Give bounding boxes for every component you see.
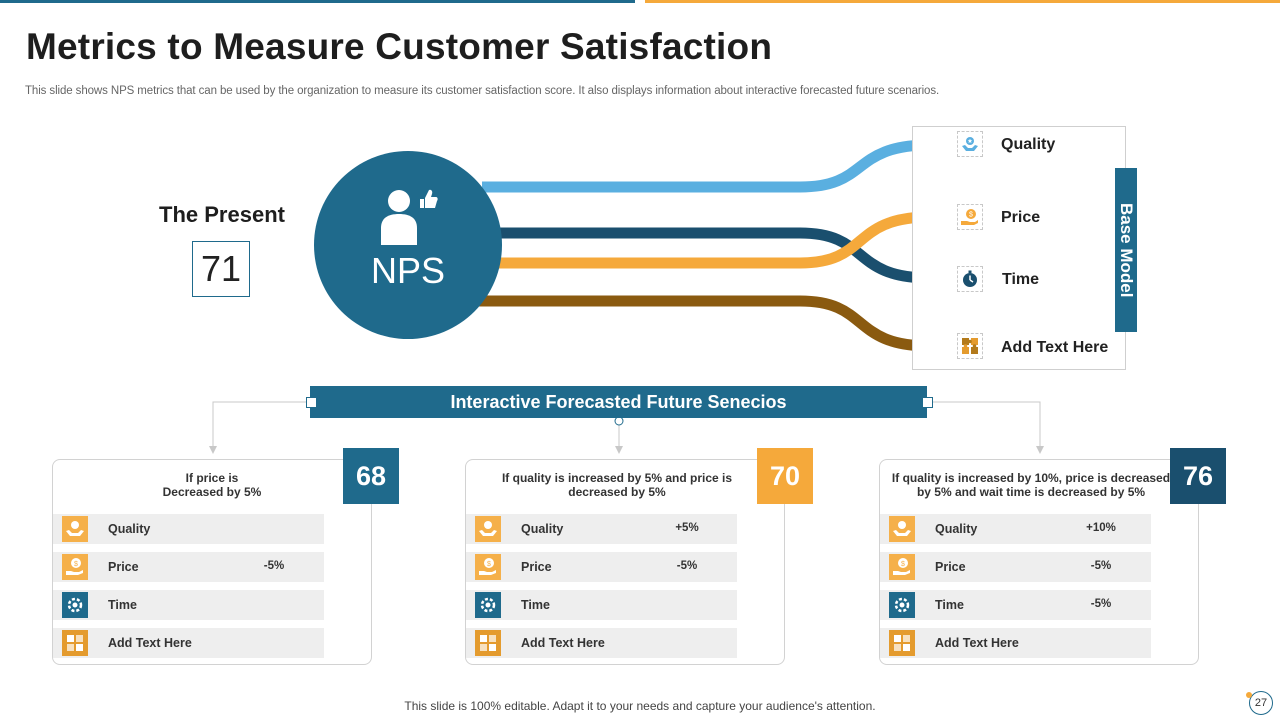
scenario-row-label: Time [935, 598, 964, 612]
base-model-bar [1115, 168, 1137, 332]
base-item-quality: Quality [1001, 136, 1056, 153]
scenario-row-label: Price [108, 560, 139, 574]
scenario-row-value: -5% [1090, 598, 1112, 610]
scenario-row: $ Price -5% [53, 552, 324, 582]
gear-icon [475, 592, 501, 618]
gear-icon [62, 592, 88, 618]
scenario-row-value: +5% [675, 522, 699, 534]
scenario-card-2: If quality is increased by 5% and price … [465, 459, 785, 665]
flow-path-add-text [470, 295, 931, 352]
scenario-row-label: Add Text Here [108, 636, 192, 650]
scenario-row: Quality +10% [880, 514, 1151, 544]
base-model-title: Base Model [1117, 202, 1136, 298]
price-icon: $ [889, 554, 915, 580]
gear-icon [889, 592, 915, 618]
base-model-panel [912, 126, 1126, 370]
scenario-row-value: -5% [676, 560, 698, 572]
puzzle-icon [889, 630, 915, 656]
scenario-row-label: Quality [935, 522, 978, 536]
flow-path-price [480, 211, 931, 269]
top-accent-bar-blue [0, 0, 635, 3]
base-item-price: Price [1001, 209, 1041, 226]
scenario-row-label: Add Text Here [935, 636, 1019, 650]
page-number: 27 [1249, 691, 1273, 715]
quality-icon [889, 516, 915, 542]
flow-path-time [480, 227, 931, 284]
connector-left-arrowhead [209, 446, 217, 454]
scenario-row-label: Quality [521, 522, 564, 536]
forecast-bar-handle-left [306, 397, 317, 408]
scenario-row-label: Quality [108, 522, 151, 536]
scenario-row: Time [466, 590, 737, 620]
scenario-row-label: Price [935, 560, 966, 574]
quality-icon [475, 516, 501, 542]
connector-left [212, 401, 310, 448]
customer-thumbs-up-icon [381, 189, 438, 245]
forecast-title-bar: Interactive Forecasted Future Senecios [310, 386, 927, 418]
connector-center-arrowhead [615, 446, 623, 454]
scenario-score-1: 68 [343, 448, 399, 504]
base-item-add-text: Add Text Here [1001, 339, 1109, 356]
puzzle-icon [957, 333, 983, 359]
scenario-card-1: If price is Decreased by 5% Quality $ Price… [52, 459, 372, 665]
top-accent-bar-orange [645, 0, 1280, 3]
scenario-score-3: 76 [1170, 448, 1226, 504]
scenario-row: $ Price -5% [880, 552, 1151, 582]
scenario-row-value: -5% [1090, 560, 1112, 572]
scenario-score-2: 70 [757, 448, 813, 504]
scenario-row: Quality +5% [466, 514, 737, 544]
scenario-row: $ Price -5% [466, 552, 737, 582]
scenario-row: Quality [53, 514, 324, 544]
time-icon [957, 266, 983, 292]
scenario-row: Add Text Here [466, 628, 737, 658]
present-score: 71 [192, 241, 250, 297]
scenario-row-value: +10% [1086, 522, 1116, 534]
present-label: The Present [159, 202, 285, 227]
scenario-row: Time -5% [880, 590, 1151, 620]
scenario-row-label: Time [108, 598, 137, 612]
scenario-condition: If quality is increased by 5% and price … [501, 471, 733, 499]
base-item-time: Time [1002, 271, 1040, 288]
price-icon: $ [957, 204, 983, 230]
scenario-row: Time [53, 590, 324, 620]
scenario-condition: If quality is increased by 10%, price is… [891, 471, 1171, 499]
scenario-row: Add Text Here [53, 628, 324, 658]
price-icon: $ [62, 554, 88, 580]
slide-footer: This slide is 100% editable. Adapt it to… [404, 699, 876, 713]
scenario-row-label: Price [521, 560, 552, 574]
forecast-bar-handle-right [922, 397, 933, 408]
scenario-row-label: Time [521, 598, 550, 612]
connector-right [927, 401, 1041, 448]
quality-icon [957, 131, 983, 157]
svg-text:$: $ [901, 561, 905, 568]
scenario-condition: If price is Decreased by 5% [162, 471, 262, 499]
slide-title: Metrics to Measure Customer Satisfaction [26, 26, 773, 67]
svg-text:$: $ [487, 561, 491, 568]
puzzle-icon [62, 630, 88, 656]
connector-right-arrowhead [1036, 446, 1044, 454]
quality-icon [62, 516, 88, 542]
puzzle-icon [475, 630, 501, 656]
slide-subtitle: This slide shows NPS metrics that can be… [25, 85, 940, 97]
page-number-dot [1246, 692, 1252, 698]
svg-text:$: $ [969, 212, 973, 219]
scenario-row: Add Text Here [880, 628, 1151, 658]
flow-path-quality [482, 139, 931, 193]
connector-center-dot [614, 416, 624, 426]
nps-label: NPS [370, 250, 446, 291]
scenario-row-label: Add Text Here [521, 636, 605, 650]
scenario-row-value: -5% [263, 560, 285, 572]
price-icon: $ [475, 554, 501, 580]
scenario-card-3: If quality is increased by 10%, price is… [879, 459, 1199, 665]
svg-text:$: $ [74, 561, 78, 568]
